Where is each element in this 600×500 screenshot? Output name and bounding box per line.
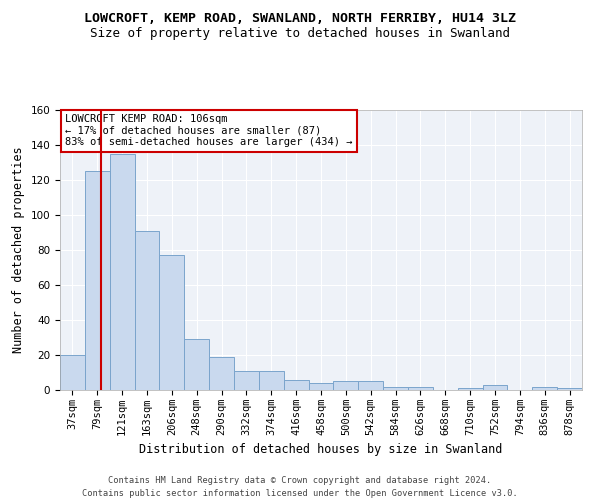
- Bar: [458, 388, 482, 390]
- Bar: [60, 355, 85, 390]
- Bar: [85, 171, 110, 390]
- Bar: [557, 388, 582, 390]
- Y-axis label: Number of detached properties: Number of detached properties: [12, 146, 25, 354]
- Bar: [358, 381, 383, 390]
- Bar: [134, 231, 160, 390]
- Bar: [532, 386, 557, 390]
- Text: Contains HM Land Registry data © Crown copyright and database right 2024.
Contai: Contains HM Land Registry data © Crown c…: [82, 476, 518, 498]
- Bar: [259, 371, 284, 390]
- Text: Size of property relative to detached houses in Swanland: Size of property relative to detached ho…: [90, 28, 510, 40]
- Bar: [184, 339, 209, 390]
- Bar: [160, 255, 184, 390]
- Bar: [110, 154, 134, 390]
- Bar: [234, 371, 259, 390]
- Text: LOWCROFT KEMP ROAD: 106sqm
← 17% of detached houses are smaller (87)
83% of semi: LOWCROFT KEMP ROAD: 106sqm ← 17% of deta…: [65, 114, 353, 148]
- Bar: [209, 357, 234, 390]
- Bar: [308, 383, 334, 390]
- Text: LOWCROFT, KEMP ROAD, SWANLAND, NORTH FERRIBY, HU14 3LZ: LOWCROFT, KEMP ROAD, SWANLAND, NORTH FER…: [84, 12, 516, 26]
- Bar: [383, 386, 408, 390]
- Bar: [482, 385, 508, 390]
- Bar: [408, 386, 433, 390]
- Text: Distribution of detached houses by size in Swanland: Distribution of detached houses by size …: [139, 442, 503, 456]
- Bar: [284, 380, 308, 390]
- Bar: [334, 381, 358, 390]
